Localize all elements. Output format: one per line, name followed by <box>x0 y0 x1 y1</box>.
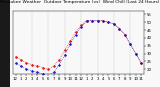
Text: Milwaukee Weather  Outdoor Temperature (vs)  Wind Chill (Last 24 Hours): Milwaukee Weather Outdoor Temperature (v… <box>0 0 159 4</box>
